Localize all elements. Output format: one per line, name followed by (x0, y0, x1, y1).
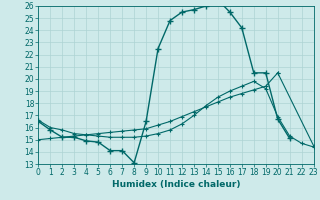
X-axis label: Humidex (Indice chaleur): Humidex (Indice chaleur) (112, 180, 240, 189)
